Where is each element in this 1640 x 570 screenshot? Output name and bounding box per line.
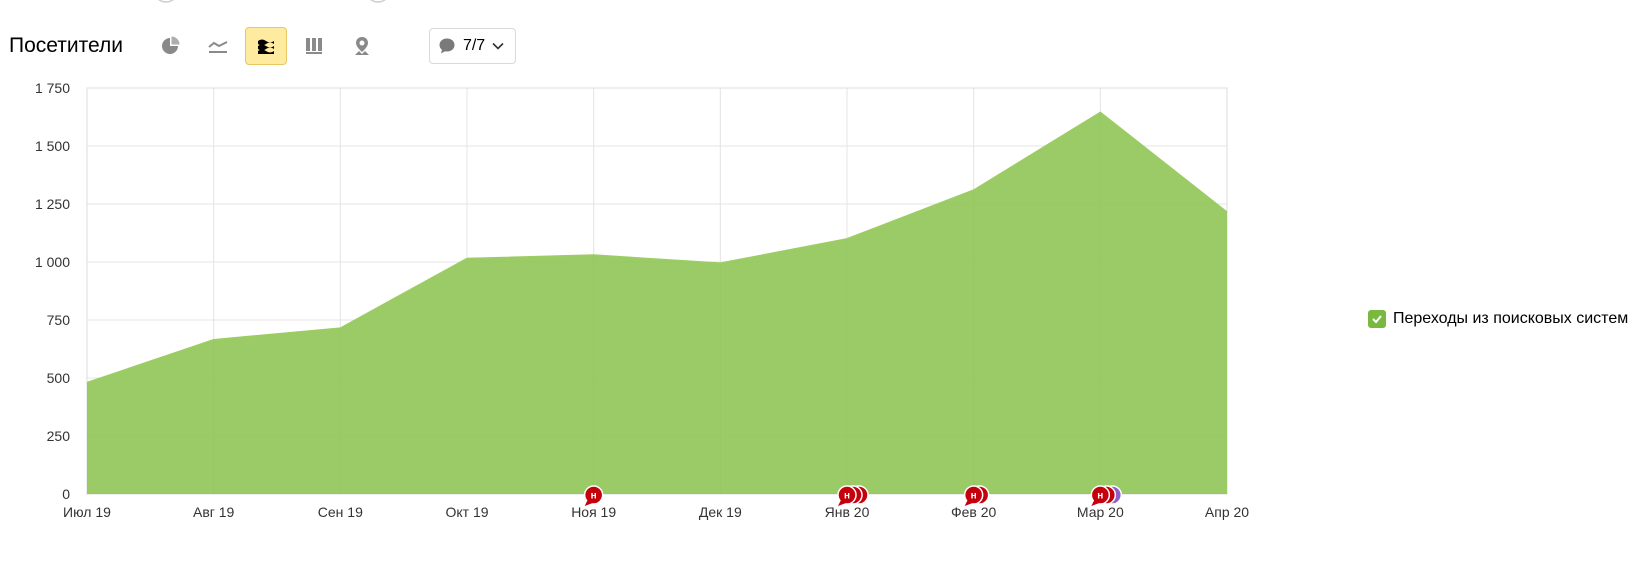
x-tick-label: Фев 20 [951,504,997,520]
bar-chart-button[interactable] [293,27,335,65]
x-tick-label: Июл 19 [63,504,111,520]
pie-chart-button[interactable] [149,27,191,65]
x-tick-label: Сен 19 [318,504,363,520]
x-tick-label: Авг 19 [193,504,235,520]
y-tick-label: 1 250 [35,196,70,212]
y-tick-label: 1 500 [35,138,70,154]
annotation-marker[interactable] [837,485,857,505]
annotation-marker-tail [838,500,846,506]
page-title: Посетители [9,34,123,57]
annotation-marker[interactable] [963,485,984,505]
pie-chart-icon [161,36,180,54]
x-tick-label: Янв 20 [825,504,870,520]
notes-filter-dropdown[interactable]: 7/7 [428,28,517,64]
annotation-marker-label: н [971,491,977,502]
checkmark-icon [1372,315,1382,324]
line-chart-icon [208,41,228,53]
comment-icon [439,38,455,54]
x-axis: Июл 19 Авг 19 Сен 19 Окт 19 Ноя 19 Дек 19 Янв … [63,504,1249,520]
annotation-marker-label: н [591,491,597,502]
area-series-fill[interactable] [87,112,1227,495]
y-tick-label: 1 000 [35,254,70,270]
annotation-marker-label: н [1097,491,1103,502]
x-tick-label: Дек 19 [699,504,742,520]
annotation-marker-tail [1091,500,1100,506]
annotation-marker[interactable] [583,485,604,505]
annotation-marker-label: н [844,491,850,502]
chart-header: Посетители [9,26,517,66]
y-tick-label: 500 [47,370,71,386]
chart-legend-item[interactable]: Переходы из поисковых систем [1368,310,1628,328]
x-tick-label: Мар 20 [1077,504,1124,520]
x-tick-label: Окт 19 [445,504,488,520]
map-button[interactable] [341,27,383,65]
bar-chart-icon [305,38,322,54]
annotation-marker-tail [964,500,973,506]
x-tick-label: Ноя 19 [571,504,616,520]
y-tick-label: 750 [47,312,71,328]
chevron-down-icon [492,42,504,50]
top-cropped-controls [158,0,386,3]
area-series-line [86,111,1228,384]
area-chart-button[interactable] [244,27,287,65]
y-axis: 0 250 500 750 1 000 1 250 1 500 1 750 [35,80,70,502]
legend-checkbox[interactable] [1368,310,1386,328]
line-chart-button[interactable] [197,27,239,65]
y-tick-label: 250 [47,428,71,444]
legend-label: Переходы из поисковых систем [1393,310,1629,327]
notes-count-label: 7/7 [462,37,486,54]
x-tick-label: Апр 20 [1205,504,1249,520]
y-tick-label: 1 750 [35,80,70,96]
chart-type-toolbar: 7/7 [149,27,517,65]
annotation-marker-tail [584,500,593,506]
area-chart: 0 250 500 750 1 000 1 250 1 500 1 750 Июл 19 Авг… [35,80,1249,520]
y-tick-label: 0 [62,486,70,502]
area-series [86,111,1228,495]
area-chart-icon [257,39,274,54]
map-icon [354,37,369,55]
annotation-marker[interactable] [1090,485,1111,505]
